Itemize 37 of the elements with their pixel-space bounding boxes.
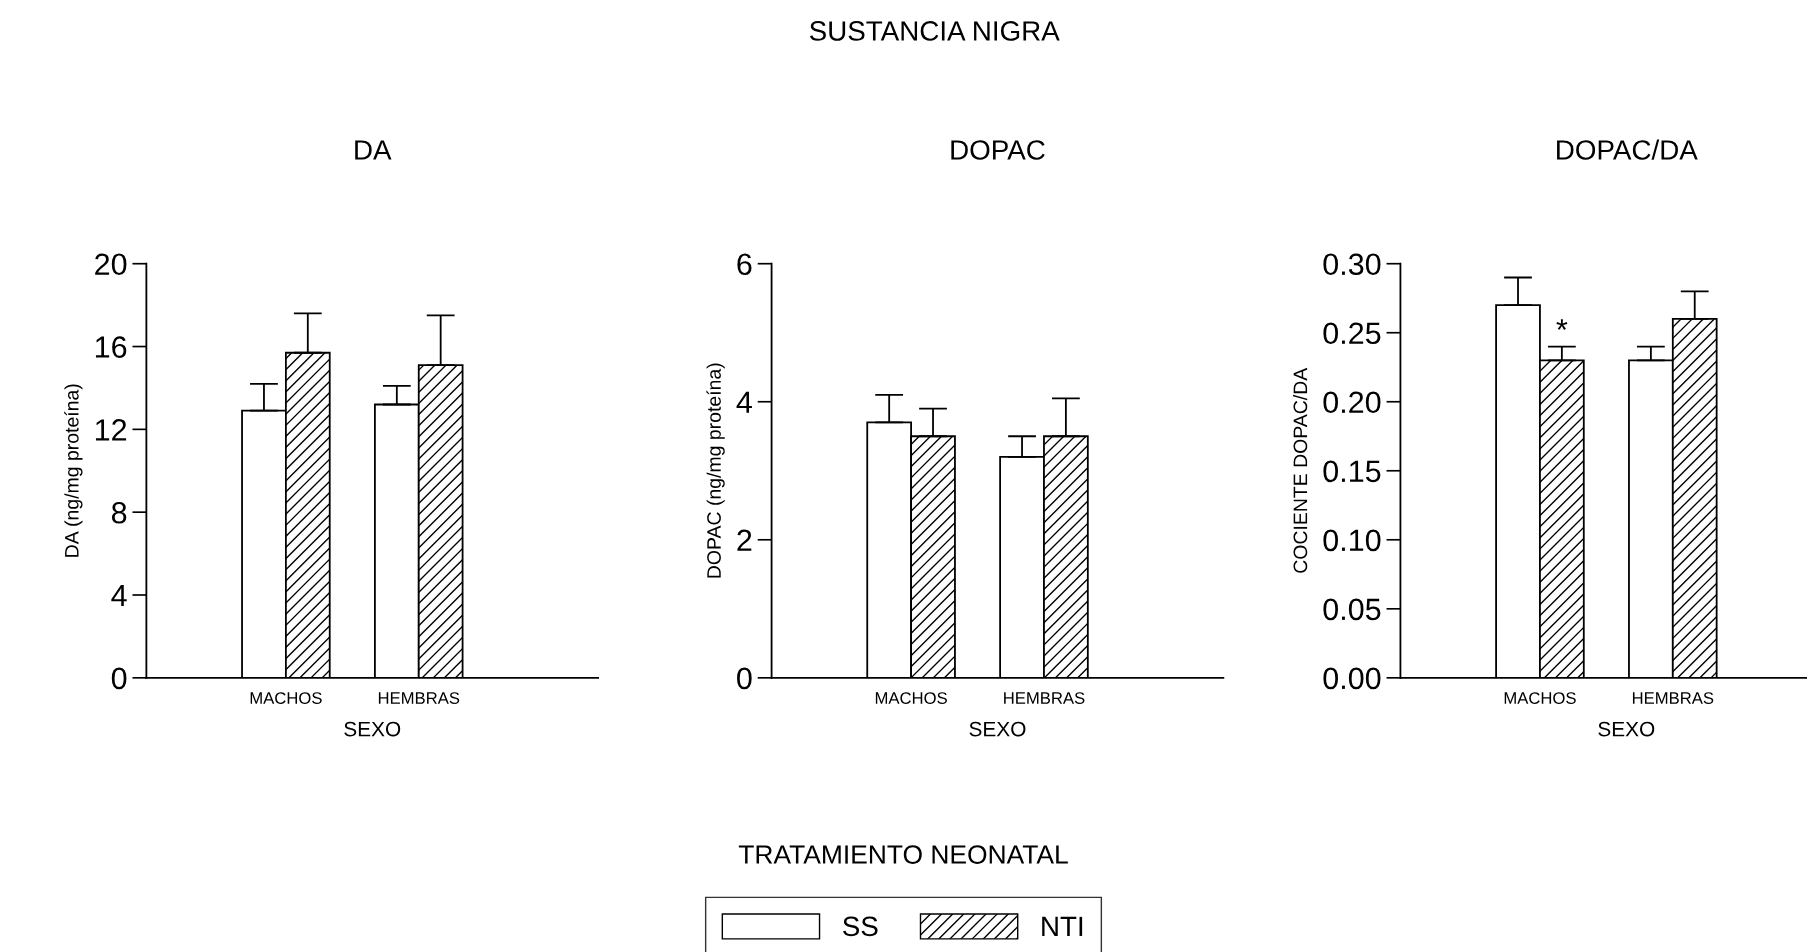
y-axis-title: COCIENTE DOPAC/DA	[1292, 367, 1308, 573]
y-tick-label: 4	[111, 585, 127, 607]
y-tick-label: 0.20	[1323, 391, 1381, 414]
x-axis-title: SEXO	[344, 721, 401, 737]
y-tick-label: 6	[737, 253, 752, 276]
x-axis-title: SEXO	[969, 721, 1026, 737]
y-tick-label: 0	[111, 667, 127, 690]
y-tick-label: 0.30	[1323, 253, 1381, 276]
y-tick-label: 0.15	[1323, 460, 1381, 483]
x-tick-label: MACHOS	[875, 692, 947, 704]
y-tick-label: 4	[736, 391, 752, 413]
y-tick-label: 0.25	[1323, 322, 1381, 345]
y-tick-label: 20	[95, 253, 127, 276]
y-axis-title: DOPAC (ng/mg proteína)	[706, 363, 725, 578]
y-axis-title: DA (ng/mg proteína)	[64, 384, 83, 557]
legend-title: TRATAMIENTO NEONATAL	[738, 845, 1068, 864]
y-tick-label: 0.00	[1323, 667, 1381, 690]
x-axis-title: SEXO	[1598, 721, 1655, 737]
y-tick-label: 8	[111, 501, 127, 524]
y-tick-label: 0	[737, 667, 752, 690]
chart-title: DA	[355, 140, 392, 160]
y-tick-label: 0.10	[1323, 529, 1381, 552]
x-tick-label: HEMBRAS	[378, 692, 460, 704]
x-tick-label: MACHOS	[250, 692, 322, 704]
chart-title: DOPAC	[951, 140, 1045, 160]
chart-title: DOPAC/DA	[1557, 139, 1698, 160]
x-tick-label: HEMBRAS	[1004, 692, 1085, 704]
y-tick-label: 12	[95, 419, 127, 441]
annotation: *	[1556, 319, 1568, 330]
legend-label: NTI	[1042, 916, 1083, 936]
y-tick-label: 2	[737, 529, 752, 551]
x-tick-label: MACHOS	[1504, 692, 1576, 704]
legend-label: SS	[843, 916, 878, 937]
x-tick-label: HEMBRAS	[1632, 692, 1714, 704]
y-tick-label: 0.05	[1323, 598, 1381, 621]
y-tick-label: 16	[95, 336, 127, 358]
chart-subtitle: SUSTANCIA NIGRA	[809, 21, 1060, 41]
